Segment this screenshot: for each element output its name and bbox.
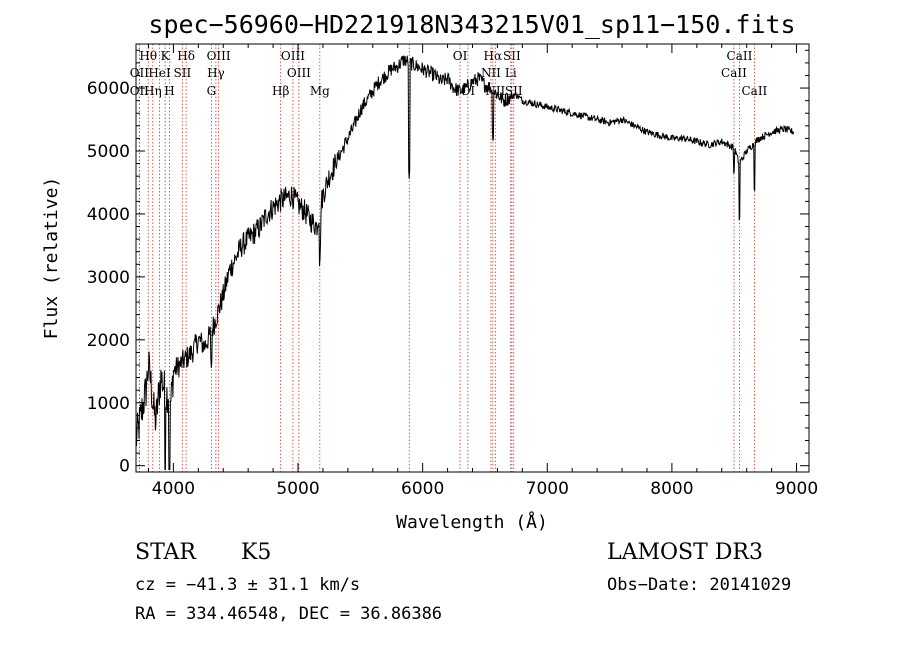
y-tick-label-6: 6000	[87, 79, 130, 99]
line-label-11: G	[207, 84, 217, 98]
survey-name: LAMOST DR3	[607, 540, 763, 565]
line-label-4: HeI	[148, 66, 171, 80]
axis-ticks: 4000 5000 6000 7000 8000 9000 0 1000 2000 3000 400…	[87, 44, 818, 499]
x-axis-label: Wavelength (Å)	[396, 511, 548, 533]
y-tick-label-0: 0	[119, 457, 130, 477]
line-label-13: OIII	[287, 66, 311, 80]
object-subclass: K5	[241, 540, 272, 565]
line-label-26: CaII	[721, 66, 747, 80]
line-label-7: Hδ	[177, 49, 195, 63]
x-tick-label-0: 4000	[152, 479, 195, 499]
line-label-3: Hη	[144, 84, 162, 98]
line-label-9: OIII	[207, 49, 231, 63]
x-tick-label-4: 8000	[650, 479, 693, 499]
line-label-2: OII	[130, 84, 150, 98]
x-tick-label-2: 6000	[401, 479, 444, 499]
object-class: STAR	[135, 540, 196, 565]
y-tick-label-1: 1000	[87, 394, 130, 414]
y-tick-label-4: 4000	[87, 205, 130, 225]
line-label-10: Hγ	[207, 66, 225, 80]
y-axis-label: Flux (relative)	[41, 177, 62, 340]
redshift-cz: cz = −41.3 ± 31.1 km/s	[135, 575, 361, 595]
line-label-27: CaII	[741, 84, 767, 98]
line-label-15: Mg	[310, 84, 330, 98]
line-label-0: Hθ	[139, 49, 157, 63]
x-tick-label-1: 5000	[276, 479, 319, 499]
line-label-12: OIII	[281, 49, 305, 63]
line-label-20: NII	[481, 66, 501, 80]
line-label-5: K	[161, 49, 171, 63]
observation-date: Obs−Date: 20141029	[607, 575, 792, 595]
line-label-8: SII	[174, 66, 192, 80]
line-label-22: SII	[503, 49, 521, 63]
series-layer	[135, 55, 795, 470]
x-tick-label-5: 9000	[775, 479, 818, 499]
y-tick-label-3: 3000	[87, 268, 130, 288]
line-label-17: OI	[453, 49, 468, 63]
line-label-6: H	[164, 84, 174, 98]
line-label-14: Hβ	[272, 84, 289, 98]
x-tick-label-3: 7000	[526, 479, 569, 499]
spectrum-line	[135, 55, 795, 470]
coordinates: RA = 334.46548, DEC = 36.86386	[135, 604, 443, 624]
y-tick-label-2: 2000	[87, 331, 130, 351]
line-label-23: Li	[505, 66, 517, 80]
chart-title: spec−56960−HD221918N343215V01_sp11−150.f…	[148, 10, 795, 39]
y-tick-label-5: 5000	[87, 142, 130, 162]
line-label-19: Hα	[484, 49, 503, 63]
line-label-25: CaII	[727, 49, 753, 63]
